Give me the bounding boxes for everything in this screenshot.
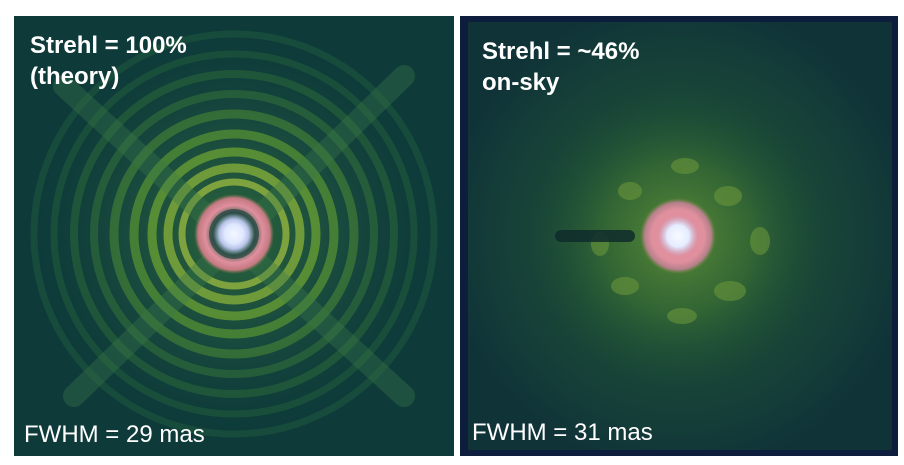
source-label-on-sky: on-sky xyxy=(482,69,560,96)
psf-image-theory xyxy=(14,16,454,456)
psf-image-on-sky xyxy=(460,16,898,456)
psf-panel-theory: Strehl = 100% (theory) FWHM = 29 mas xyxy=(14,16,454,456)
strehl-label-on-sky: Strehl = ~46% xyxy=(482,38,640,65)
fwhm-label-theory: FWHM = 29 mas xyxy=(24,421,205,448)
source-label-theory: (theory) xyxy=(30,63,120,90)
psf-panel-on-sky: Strehl = ~46% on-sky FWHM = 31 mas xyxy=(460,16,898,456)
fwhm-label-on-sky: FWHM = 31 mas xyxy=(472,419,653,446)
strehl-label-theory: Strehl = 100% xyxy=(30,32,187,59)
